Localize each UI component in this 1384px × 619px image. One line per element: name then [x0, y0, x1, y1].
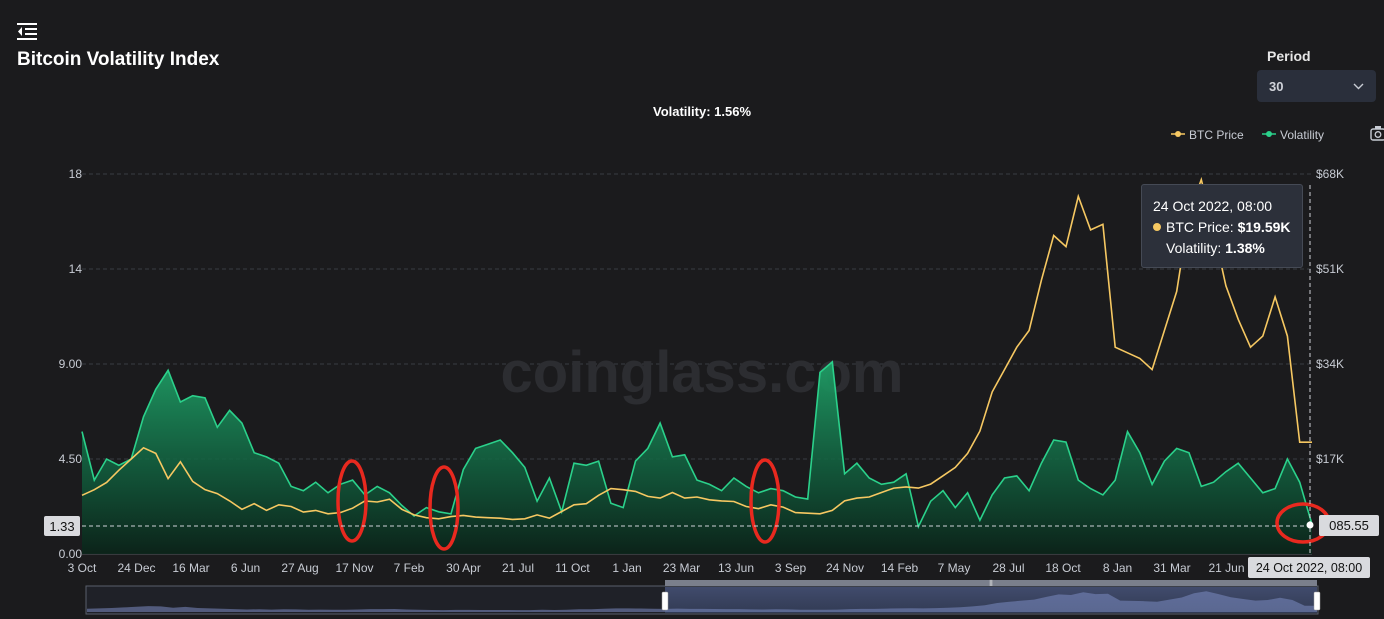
navigator-handle-left[interactable] — [661, 591, 669, 611]
x-tick-label: 27 Aug — [281, 561, 318, 575]
range-navigator[interactable]: ⦀ — [85, 579, 1321, 615]
tooltip-price-value: $19.59K — [1237, 219, 1291, 235]
navigator-mini-series — [87, 591, 1317, 612]
legend: BTC Price Volatility — [1171, 128, 1324, 142]
crosshair-left-label: 1.33 — [49, 519, 74, 534]
y-right-tick-label: $51K — [1316, 262, 1344, 276]
x-tick-label: 23 Mar — [663, 561, 700, 575]
y-right-tick-label: $34K — [1316, 357, 1344, 371]
x-tick-label: 8 Jan — [1103, 561, 1132, 575]
y-left-tick-label: 14 — [69, 262, 83, 276]
chart-tooltip: 24 Oct 2022, 08:00 BTC Price: $19.59K Vo… — [1141, 184, 1303, 268]
period-select[interactable]: 30 — [1257, 70, 1376, 102]
crosshair-right-tag: 085.55 — [1319, 515, 1379, 536]
crosshair-right-label: 085.55 — [1329, 518, 1369, 533]
period-label: Period — [1267, 48, 1311, 64]
crosshair-left-tag: 1.33 — [44, 516, 80, 536]
x-tick-label: 1 Jan — [612, 561, 641, 575]
x-tick-label: 24 Dec — [117, 561, 155, 575]
x-tick-label: 17 Nov — [335, 561, 373, 575]
legend-label-volatility: Volatility — [1280, 128, 1324, 142]
x-tick-label: 24 Nov — [826, 561, 864, 575]
y-axis-right: $17K $34K $51K $68K — [1316, 167, 1344, 466]
volatility-line — [81, 360, 1313, 529]
x-tick-label: 3 Oct — [68, 561, 97, 575]
x-tick-label: 18 Oct — [1045, 561, 1081, 575]
y-left-tick-label: 0.00 — [59, 547, 83, 561]
menu-collapse-icon[interactable] — [17, 22, 37, 40]
camera-icon[interactable] — [1370, 126, 1384, 141]
btc-price-line — [81, 176, 1312, 521]
x-tick-label: 3 Sep — [775, 561, 807, 575]
tooltip-price-label: BTC Price: — [1166, 219, 1234, 235]
y-right-tick-label: $17K — [1316, 452, 1344, 466]
navigator-handle-right[interactable] — [1313, 591, 1321, 611]
x-tick-label: 13 Jun — [718, 561, 754, 575]
watermark: coinglass.com — [501, 340, 904, 405]
y-axis-left: 0.00 4.50 9.00 14 18 — [59, 167, 83, 561]
chart-series — [81, 176, 1313, 554]
crosshair-point — [1306, 521, 1314, 529]
annotation-circle — [336, 459, 368, 543]
legend-label-price: BTC Price — [1189, 128, 1244, 142]
y-right-tick-label: $68K — [1316, 167, 1344, 181]
legend-item-volatility[interactable]: Volatility — [1262, 128, 1324, 142]
x-tick-label: 7 Feb — [394, 561, 425, 575]
x-tick-label: 21 Jul — [502, 561, 534, 575]
navigator-top-bar — [665, 580, 1317, 586]
y-left-tick-label: 9.00 — [59, 357, 83, 371]
x-tick-label: 11 Oct — [555, 561, 590, 575]
x-tick-label: 7 May — [938, 561, 971, 575]
summary-text: Volatility: 1.56% — [653, 104, 751, 119]
crosshair-x-tag: 24 Oct 2022, 08:00 — [1248, 557, 1370, 578]
x-tick-label: 16 Mar — [172, 561, 209, 575]
crosshair-x-label: 24 Oct 2022, 08:00 — [1256, 561, 1362, 575]
x-tick-label: 31 Mar — [1153, 561, 1190, 575]
volatility-area — [82, 361, 1312, 554]
y-left-tick-label: 4.50 — [59, 452, 83, 466]
y-left-tick-label: 18 — [69, 167, 83, 181]
tooltip-vol-label: Volatility: — [1166, 240, 1222, 256]
x-tick-label: 14 Feb — [881, 561, 919, 575]
period-value: 30 — [1269, 78, 1284, 94]
x-tick-label: 21 Jun — [1208, 561, 1244, 575]
annotation-circle — [749, 458, 781, 544]
annotation-circle — [428, 465, 460, 551]
x-tick-label: 6 Jun — [231, 561, 260, 575]
tooltip-title: 24 Oct 2022, 08:00 — [1153, 198, 1273, 214]
navigator-grip-icon: ⦀ — [989, 579, 993, 588]
chevron-down-icon — [1353, 83, 1364, 89]
page-title: Bitcoin Volatility Index — [17, 49, 220, 70]
tooltip-vol-value: 1.38% — [1225, 240, 1265, 256]
x-axis: 3 Oct 24 Dec 16 Mar 6 Jun 27 Aug 17 Nov 7 Feb 3… — [68, 561, 1245, 575]
legend-item-price[interactable]: BTC Price — [1171, 128, 1244, 142]
tooltip-price-dot — [1153, 223, 1161, 232]
x-tick-label: 30 Apr — [446, 561, 481, 575]
x-tick-label: 28 Jul — [992, 561, 1024, 575]
